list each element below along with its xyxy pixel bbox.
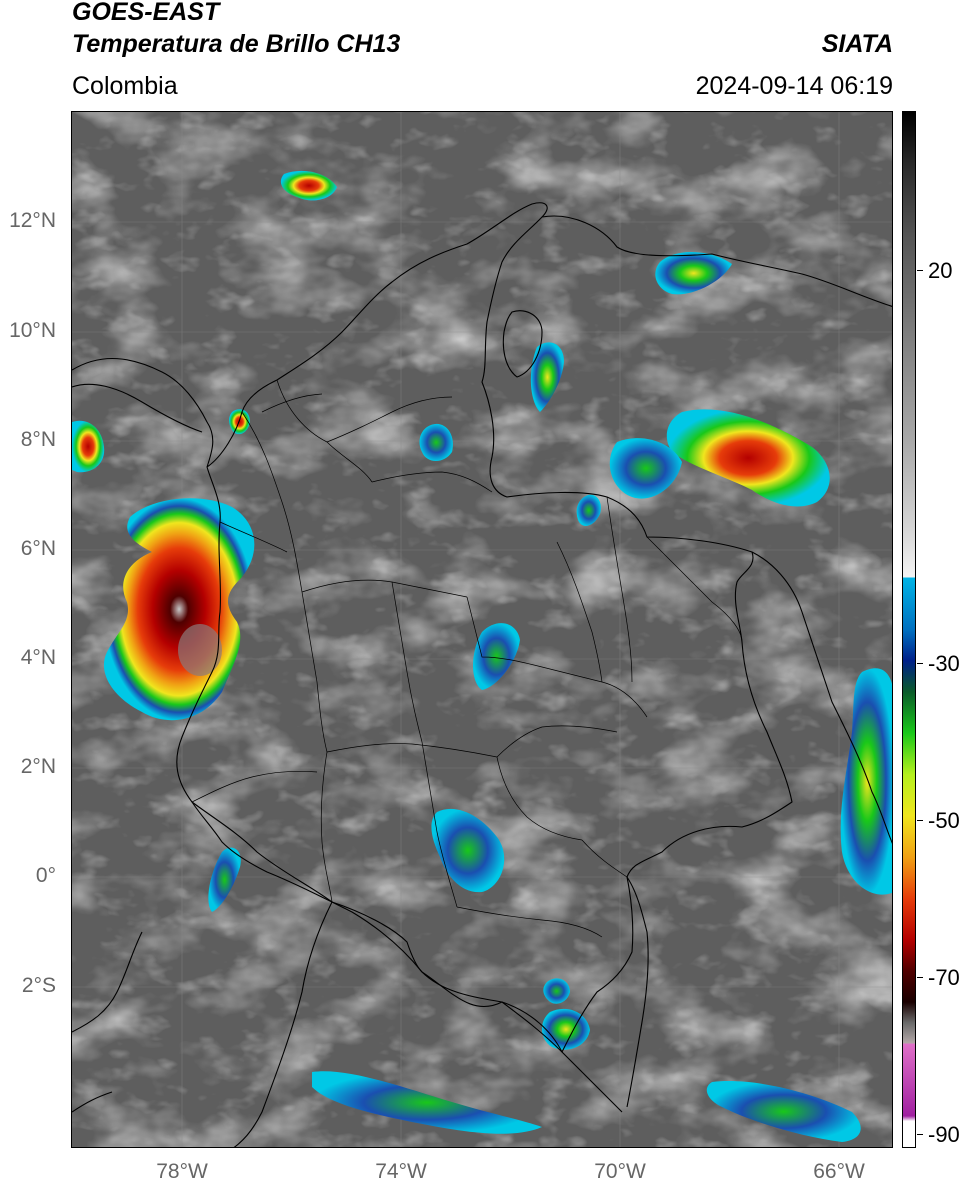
storm-pacific-edge [72,420,105,473]
lat-label-2s: 2°S [21,974,56,997]
datetime-label: 2024-09-14 06:19 [695,72,893,100]
colombia-border [176,202,793,1053]
storm-guaviare-south [543,978,570,1004]
peru-border [421,971,623,1113]
storm-eastern-cordillera [473,623,520,690]
storm-magdalena [419,423,453,461]
lat-label-0: 0° [35,864,56,887]
colorbar-tick [917,820,923,821]
storm-putumayo [431,808,505,893]
colorbar-label-minus50: -50 [928,808,960,833]
colorbar-label-minus30: -30 [928,651,960,676]
boundaries [72,202,892,1147]
storm-venezuela-llanos [666,409,830,507]
peru-coast [72,1091,113,1113]
storm-guajira-east [655,252,732,295]
colorbar-tick [917,270,923,271]
storm-southeast-band [706,1081,861,1142]
lat-label-8n: 8°N [20,428,56,451]
storm-caribbean-north [280,170,337,201]
region-label: Colombia [72,72,178,100]
storm-cells [72,170,892,1142]
ecuador-coast [72,931,143,1033]
lat-label-12n: 12°N [9,209,56,232]
colorbar-label-minus90: -90 [928,1122,960,1147]
storm-core [178,624,222,676]
venezuela-brazil-border [751,551,892,844]
ecuador-border [191,801,333,1147]
lat-label-4n: 4°N [20,646,56,669]
lon-label-70w: 70°W [594,1160,646,1183]
storm-pacific-south [208,847,241,912]
storm-amazon-east [840,668,892,895]
lon-label-78w: 78°W [156,1160,208,1183]
lat-label-6n: 6°N [20,537,56,560]
satellite-map [71,111,893,1148]
venezuela-coast [541,215,892,307]
panama-north-coast [72,383,203,433]
storm-venezuela-west [609,438,682,499]
department-lines [191,379,743,938]
lon-label-66w: 66°W [813,1160,865,1183]
colorbar-label-20: 20 [928,258,953,283]
peru-inner [331,901,423,973]
lake-maracaibo [502,310,543,378]
brazil-border-south [626,876,649,1108]
brand-label: SIATA [821,30,893,58]
colorbar-label-minus70: -70 [928,965,960,990]
colorbar-tick [917,663,923,664]
panama-border [72,358,214,468]
lat-label-10n: 10°N [9,319,56,342]
storm-south-band [312,1071,542,1134]
storm-cesar [576,494,601,526]
storm-lake-maracaibo [530,342,564,412]
colorbar-tick [917,977,923,978]
product-title: Temperatura de Brillo CH13 [72,30,401,58]
colorbar-tick [917,1134,923,1135]
temperature-colorbar [902,111,916,1148]
satellite-name: GOES-EAST [72,0,220,26]
lat-label-2n: 2°N [20,755,56,778]
lon-label-74w: 74°W [375,1160,427,1183]
map-canvas [72,112,892,1147]
